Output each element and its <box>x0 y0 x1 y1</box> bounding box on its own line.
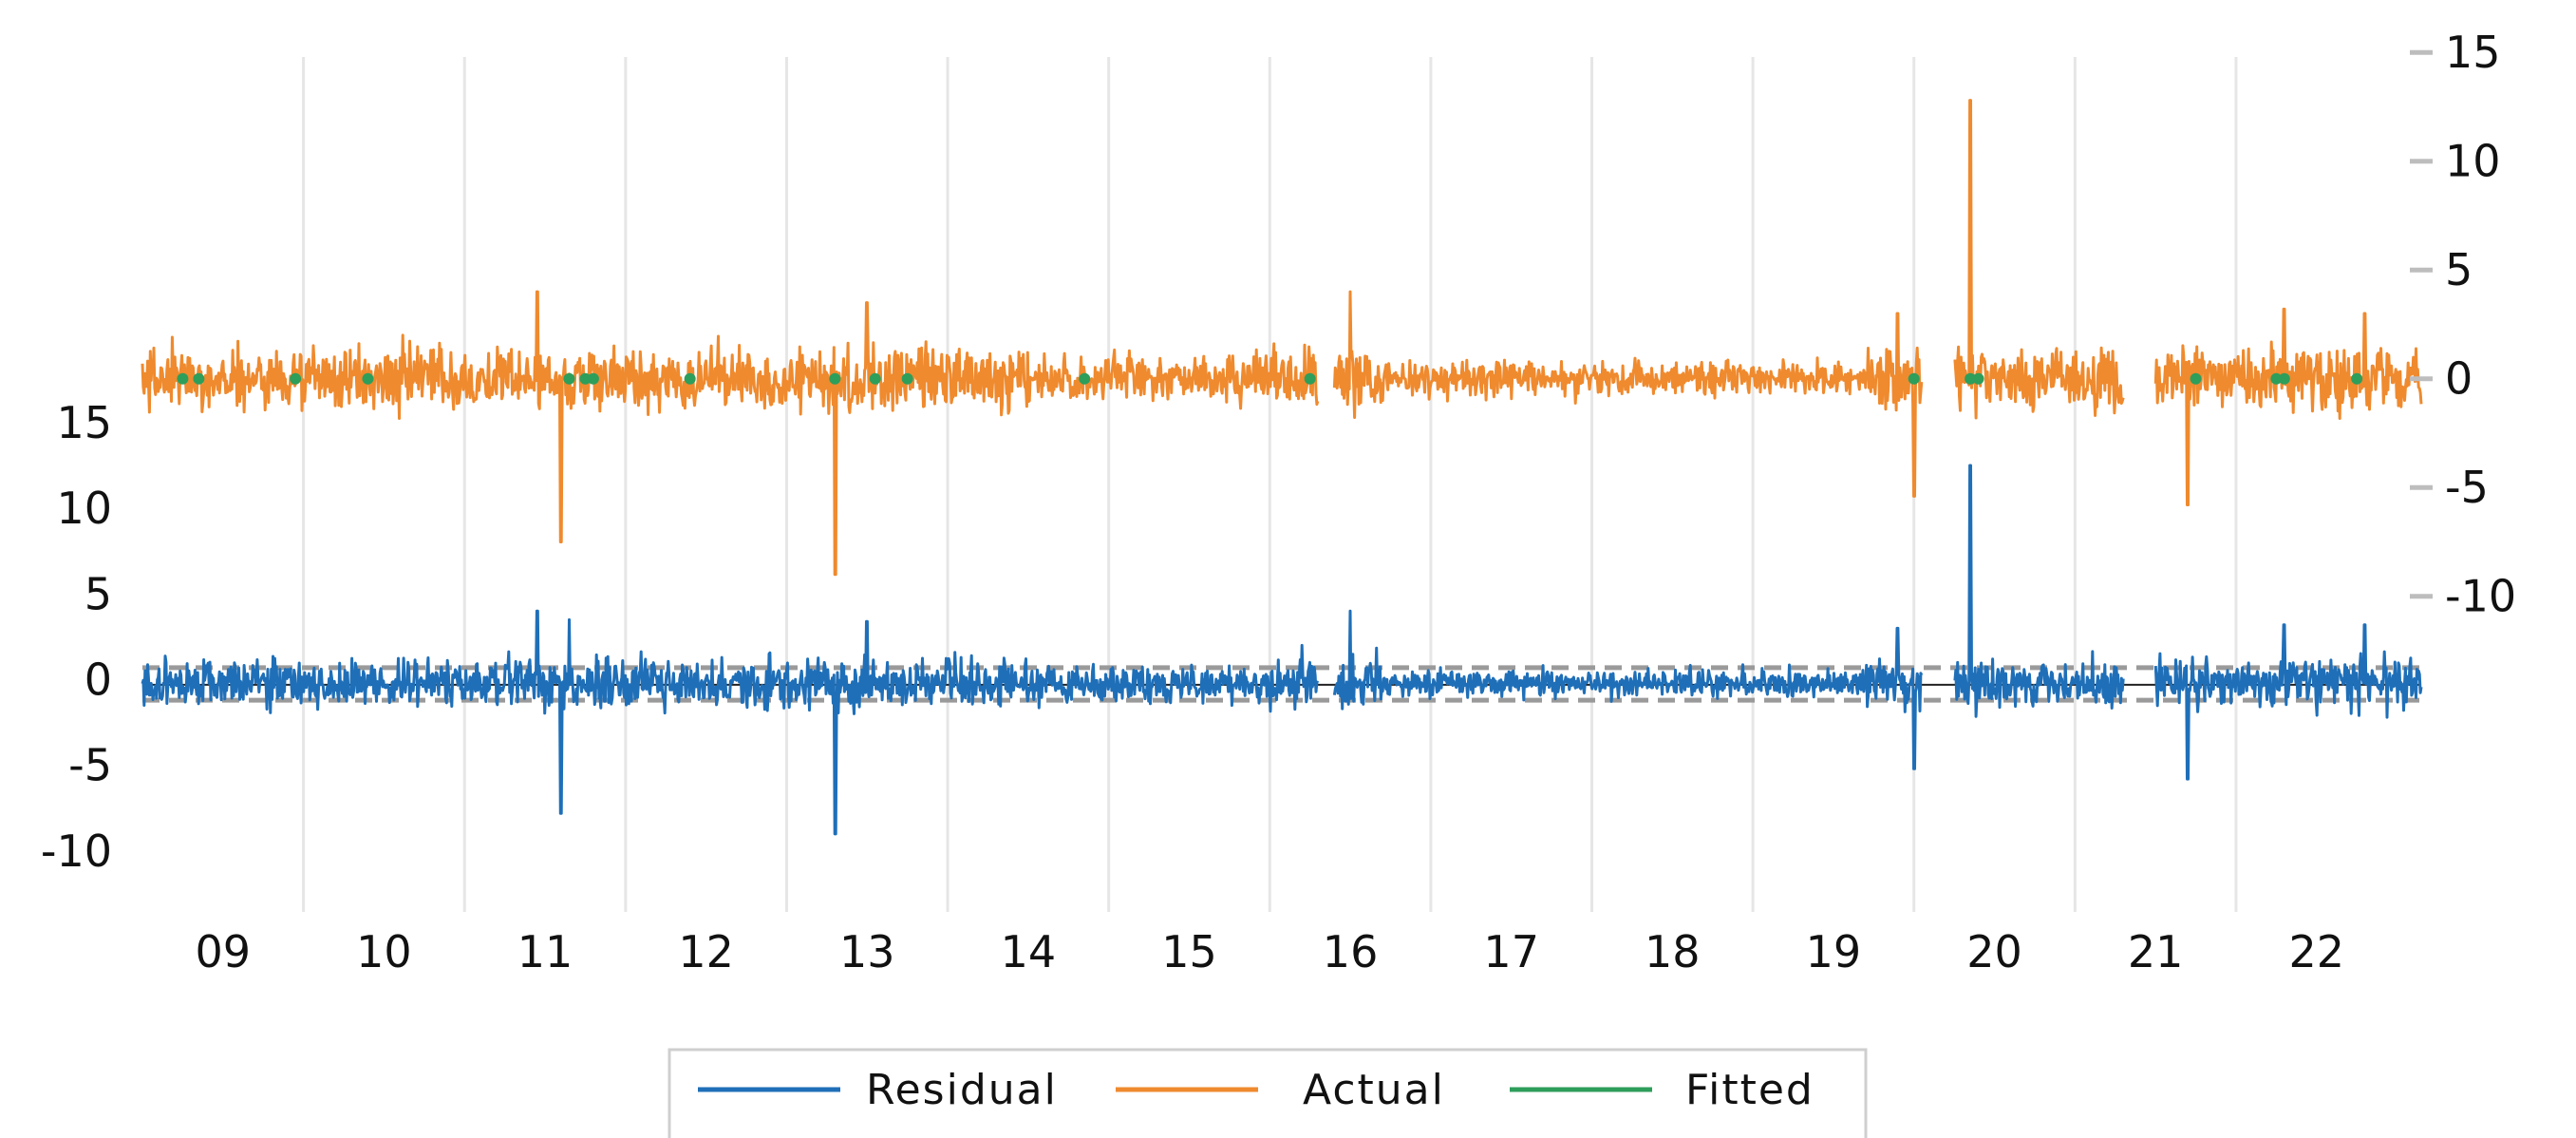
legend-label: Residual <box>866 1066 1058 1114</box>
fitted-point <box>2190 372 2202 385</box>
right-tick-label: 0 <box>2445 353 2473 405</box>
fitted-point <box>2351 372 2363 385</box>
x-tick-label: 15 <box>1161 926 1217 977</box>
legend: Residual Actual Fitted <box>668 1048 1868 1138</box>
left-tick-label: 0 <box>85 654 112 706</box>
x-tick-label: 22 <box>2288 926 2344 977</box>
left-axis-ticks: 15 10 5 0 -5 -10 <box>41 397 112 877</box>
fitted-point <box>2270 372 2283 385</box>
right-tick-label: -10 <box>2445 571 2516 622</box>
x-tick-label: 19 <box>1806 926 1862 977</box>
fitted-point <box>1965 372 1977 385</box>
fitted-point <box>579 372 592 385</box>
fitted-point <box>1304 372 1316 385</box>
left-tick-label: 5 <box>85 568 112 619</box>
legend-box <box>668 1048 1868 1138</box>
fitted-point <box>362 372 374 385</box>
residual-line <box>141 464 2423 836</box>
x-tick-label: 11 <box>517 926 573 977</box>
right-tick-label: 10 <box>2445 136 2501 187</box>
fitted-point <box>1972 372 1984 385</box>
legend-label: Actual <box>1303 1066 1445 1114</box>
actual-line <box>141 99 2423 577</box>
residual-series <box>141 464 2423 836</box>
fitted-point <box>1079 372 1091 385</box>
x-tick-label: 20 <box>1966 926 2022 977</box>
fitted-point <box>684 372 696 385</box>
left-tick-label: -10 <box>41 825 112 877</box>
vertical-grid <box>302 57 2238 912</box>
fitted-point <box>2278 372 2290 385</box>
right-tick-label: -5 <box>2445 462 2489 513</box>
x-tick-label: 09 <box>196 926 252 977</box>
x-tick-label: 21 <box>2128 926 2184 977</box>
right-tick-label: 15 <box>2445 27 2501 78</box>
fitted-point <box>290 372 302 385</box>
fitted-point <box>901 372 913 385</box>
x-tick-label: 10 <box>356 926 412 977</box>
fitted-series <box>177 372 2363 385</box>
fitted-point <box>563 372 575 385</box>
x-tick-label: 12 <box>678 926 734 977</box>
x-tick-label: 18 <box>1645 926 1701 977</box>
left-tick-label: 10 <box>56 483 112 534</box>
x-tick-label: 17 <box>1483 926 1539 977</box>
fitted-point <box>1908 372 1920 385</box>
x-axis-ticks: 09 10 11 12 13 14 15 16 17 18 19 20 21 22 <box>196 926 2344 977</box>
x-tick-label: 14 <box>1001 926 1057 977</box>
x-tick-label: 16 <box>1323 926 1379 977</box>
left-tick-label: 15 <box>56 397 112 448</box>
fitted-point <box>869 372 881 385</box>
right-axis-ticks: 15 10 5 0 -5 -10 <box>2410 27 2516 622</box>
fitted-point <box>177 372 189 385</box>
left-tick-label: -5 <box>68 740 112 791</box>
actual-series <box>141 99 2423 577</box>
fitted-point <box>829 372 841 385</box>
right-tick-label: 5 <box>2445 244 2473 295</box>
legend-label: Fitted <box>1685 1066 1814 1114</box>
fitted-point <box>587 372 599 385</box>
fitted-point <box>193 372 205 385</box>
x-tick-label: 13 <box>839 926 895 977</box>
